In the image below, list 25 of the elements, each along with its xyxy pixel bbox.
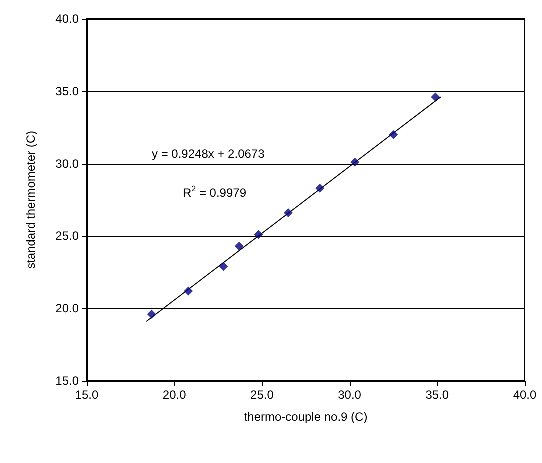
point	[284, 208, 293, 218]
y-tick-label: 35.0	[56, 84, 80, 98]
y-tick-label: 25.0	[56, 229, 80, 244]
point	[254, 230, 264, 240]
y-tick-label: 30.0	[56, 156, 80, 171]
x-tick-label: 25.0	[250, 388, 274, 402]
point	[350, 158, 360, 167]
point	[431, 92, 440, 102]
point	[234, 242, 244, 251]
x-tick-label: 40.0	[513, 388, 537, 402]
y-tick-label: 40.0	[56, 12, 80, 26]
x-tick-label: 30.0	[338, 388, 362, 402]
x-tick-label: 20.0	[162, 388, 187, 402]
annotation: y = 0.9248x + 2.0673	[152, 147, 266, 161]
point	[219, 262, 228, 272]
y-tick-label: 20.0	[56, 302, 80, 316]
y-axis-title: standard thermometer (C)	[24, 130, 38, 270]
point	[147, 310, 156, 319]
x-axis-title: thermo-couple no.9 (C)	[244, 410, 368, 424]
point	[184, 286, 194, 296]
point	[389, 130, 398, 140]
point	[316, 184, 325, 193]
x-tick-label: 15.0	[75, 388, 99, 402]
y-tick-label: 15.0	[56, 374, 80, 388]
x-tick-label: 35.0	[426, 388, 450, 402]
